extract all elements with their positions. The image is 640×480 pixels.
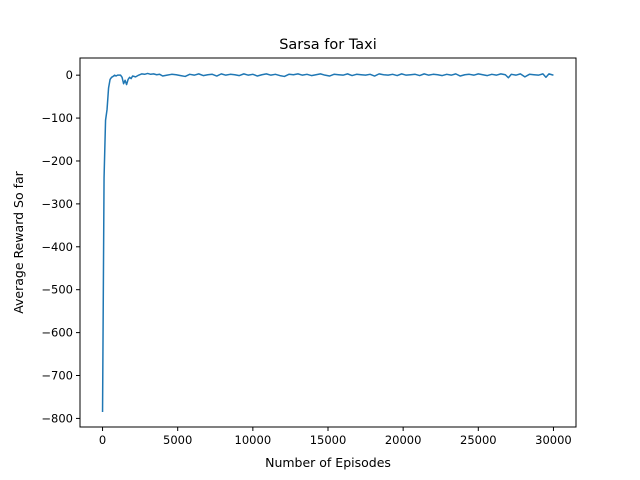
- x-axis-label: Number of Episodes: [265, 455, 391, 470]
- x-axis: 0 5000 10000 15000 20000 25000 30000: [99, 427, 572, 447]
- y-tick-label: −800: [41, 411, 73, 425]
- plot-area: [101, 72, 554, 412]
- y-tick-label: −100: [41, 111, 73, 125]
- x-tick-label: 10000: [235, 433, 272, 447]
- x-tick-label: 0: [99, 433, 106, 447]
- x-tick-label: 5000: [163, 433, 192, 447]
- y-axis-label: Average Reward So far: [11, 170, 26, 313]
- x-tick-label: 20000: [385, 433, 422, 447]
- x-tick-label: 25000: [460, 433, 497, 447]
- x-tick-label: 15000: [310, 433, 347, 447]
- y-tick-label: −400: [41, 240, 73, 254]
- y-tick-label: −600: [41, 326, 73, 340]
- y-axis: 0 −100 −200 −300 −400 −500 −600 −700 −800: [41, 68, 80, 425]
- y-tick-label: −500: [41, 283, 73, 297]
- series-line: [101, 72, 554, 412]
- chart-title: Sarsa for Taxi: [279, 37, 377, 53]
- y-tick-label: −700: [41, 369, 73, 383]
- x-tick-label: 30000: [535, 433, 572, 447]
- y-tick-label: −200: [41, 154, 73, 168]
- y-tick-label: −300: [41, 197, 73, 211]
- y-tick-label: 0: [66, 68, 73, 82]
